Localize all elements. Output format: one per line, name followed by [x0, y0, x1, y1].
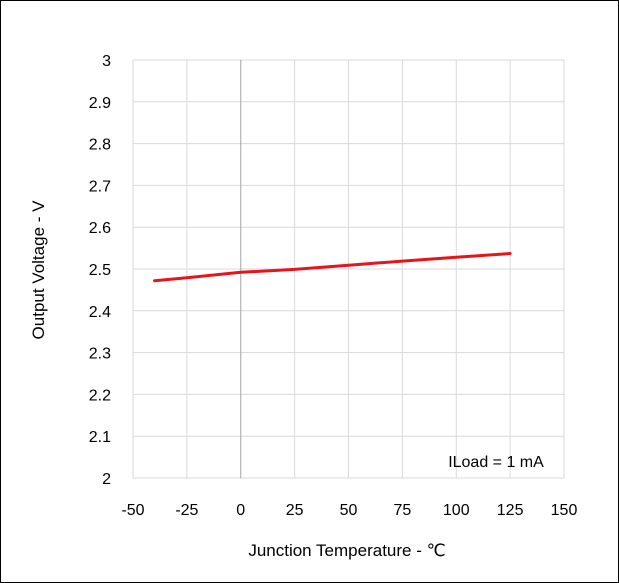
- x-axis-title: Junction Temperature - ℃: [248, 541, 445, 560]
- y-tick-label: 2.7: [89, 178, 111, 195]
- y-tick-label: 2.8: [89, 137, 111, 154]
- x-tick-label: 0: [236, 502, 245, 519]
- y-tick-label: 2.3: [89, 346, 111, 363]
- y-axis-title: Output Voltage - V: [29, 200, 48, 340]
- y-tick-label: 2.5: [89, 262, 111, 279]
- series-line: [153, 252, 512, 283]
- load-annotation: ILoad = 1 mA: [448, 454, 544, 471]
- x-tick-label: 150: [551, 502, 578, 519]
- y-tick-label: 2.9: [89, 95, 111, 112]
- y-tick-label: 2.2: [89, 387, 111, 404]
- x-tick-labels: -50 -25 0 25 50 75 100 125 150: [121, 502, 577, 519]
- x-tick-label: -50: [121, 502, 144, 519]
- x-tick-label: 25: [286, 502, 304, 519]
- y-tick-labels: 2 2.1 2.2 2.3 2.4 2.5 2.6 2.7 2.8 2.9 3: [89, 53, 111, 488]
- y-tick-label: 3: [102, 53, 111, 70]
- y-tick-label: 2.1: [89, 429, 111, 446]
- x-tick-label: 125: [497, 502, 524, 519]
- y-tick-label: 2.4: [89, 304, 111, 321]
- y-tick-label: 2: [102, 471, 111, 488]
- x-tick-label: 75: [393, 502, 411, 519]
- x-tick-label: 50: [340, 502, 358, 519]
- grid: [132, 59, 565, 479]
- y-tick-label: 2.6: [89, 220, 111, 237]
- x-tick-label: 100: [443, 502, 470, 519]
- x-tick-label: -25: [175, 502, 198, 519]
- series-layer: [153, 252, 512, 283]
